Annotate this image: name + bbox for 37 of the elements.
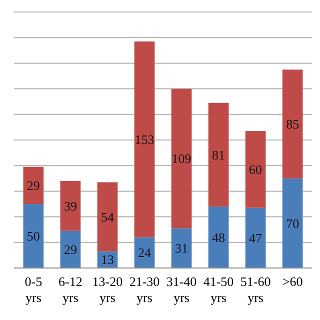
data-label: 109 <box>172 151 192 166</box>
bar <box>60 180 81 231</box>
data-label: 70 <box>286 216 300 231</box>
data-label: 47 <box>249 230 263 246</box>
x-tick-label: 0-5 yrs <box>24 274 42 305</box>
bar <box>282 70 303 178</box>
data-label: 24 <box>138 245 152 260</box>
bar <box>23 204 44 268</box>
bar <box>282 178 303 268</box>
bar <box>23 166 44 204</box>
data-label: 48 <box>212 230 226 245</box>
bar <box>171 88 192 228</box>
bar <box>245 131 266 208</box>
bar <box>208 102 229 207</box>
data-label: 54 <box>100 209 114 224</box>
data-label: 60 <box>249 162 262 177</box>
bar <box>97 182 118 252</box>
data-label: 31 <box>175 240 188 256</box>
bar <box>171 228 192 268</box>
x-tick-label: 6-12 yrs <box>58 274 82 305</box>
bar <box>245 208 266 268</box>
data-label: 29 <box>64 242 77 257</box>
data-label: 50 <box>26 228 40 244</box>
x-tick-label: 31-40 yrs <box>166 274 197 305</box>
x-tick-label: 51-60 yrs <box>240 274 271 305</box>
x-tick-label: 13-20 yrs <box>92 274 123 305</box>
x-tick-label: 41-50 yrs <box>203 274 234 305</box>
x-tick-label: >60 <box>282 274 303 289</box>
x-tick-label: 21-30 yrs <box>129 274 160 305</box>
data-label: 39 <box>64 198 77 214</box>
data-label: 153 <box>134 132 154 147</box>
data-label: 85 <box>286 116 300 132</box>
data-label: 81 <box>212 147 226 162</box>
bar <box>134 41 155 238</box>
data-label: 13 <box>100 252 114 268</box>
data-label: 29 <box>26 178 40 193</box>
bar <box>208 206 229 268</box>
